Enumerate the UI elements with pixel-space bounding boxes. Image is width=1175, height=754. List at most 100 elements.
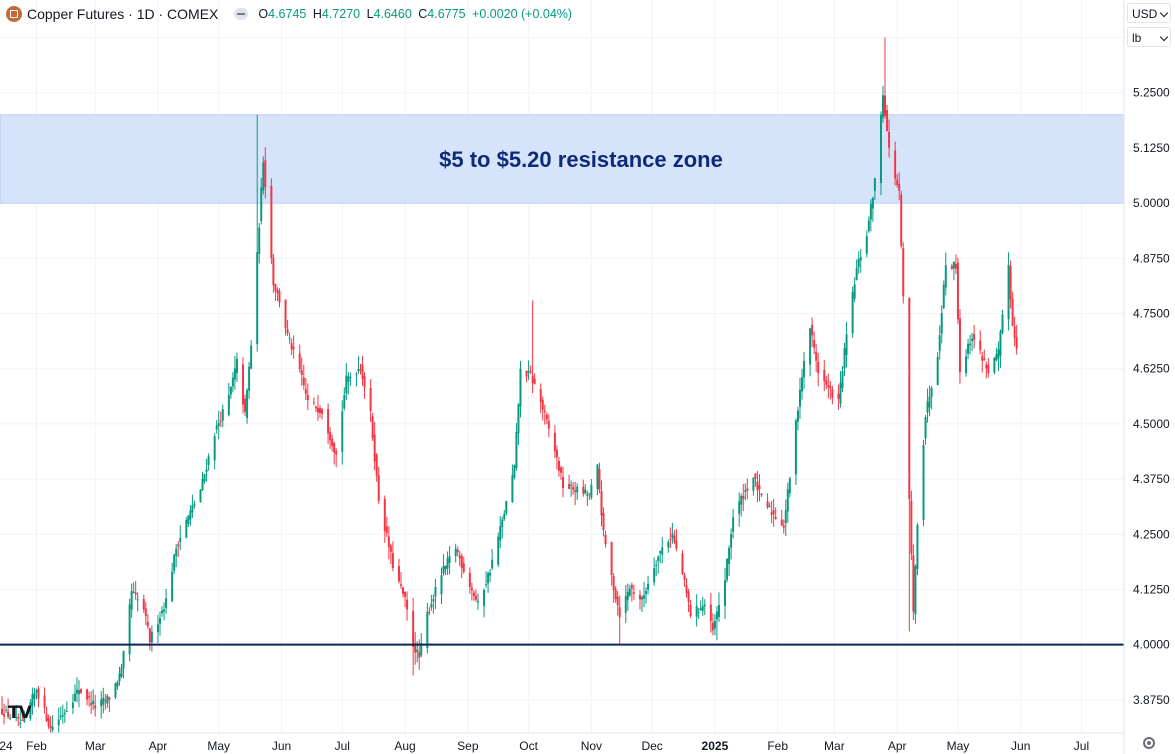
candle-body [15,716,18,719]
time-tick-label: Nov [581,739,602,753]
time-axis[interactable] [0,733,1124,754]
candle-body [288,337,291,339]
candle-body [497,536,500,565]
candle [628,584,631,597]
currency-value: USD [1132,7,1158,21]
candle [499,516,502,549]
candle-body [430,603,433,608]
candle-body [369,387,372,412]
candle [17,713,20,727]
candle-body [213,436,216,461]
candle-body [987,364,990,374]
candle-body [406,599,409,610]
candle-body [264,160,267,188]
time-tick-label: May [207,739,230,753]
candle [397,558,400,584]
grid-lines [0,0,1124,733]
candle [120,664,123,679]
candle-body [244,398,247,412]
currency-selector[interactable]: USD [1127,3,1171,23]
unit-selector[interactable]: lb [1127,27,1171,47]
candle [59,706,62,720]
candle [859,249,862,273]
candlestick-series [1,37,1018,739]
candle [15,704,18,722]
candle [116,680,119,690]
candle [987,357,990,378]
candle [185,517,188,539]
candle-body [329,432,332,441]
candle [772,499,775,527]
candle-body [632,592,635,594]
candle-body [355,374,358,376]
visibility-toggle-icon[interactable] [234,8,249,20]
time-tick-label: Feb [767,739,788,753]
candle-body [655,564,658,566]
candle-body [1007,264,1010,320]
candle [673,530,676,545]
candle [203,473,206,484]
candle [572,481,575,496]
candle [985,361,988,379]
time-tick-label: Jun [1011,739,1030,753]
candle [894,141,897,186]
candle [102,687,105,714]
tradingview-logo[interactable]: TV [8,703,32,723]
candle-body [938,335,941,351]
candle [596,463,599,496]
candle-body [695,606,698,617]
candle-body [944,265,947,288]
candle [618,595,621,645]
candle [161,606,164,617]
candle-body [869,203,872,220]
candle [51,715,54,733]
candle-body [215,425,218,430]
candle-body [979,340,982,351]
candle-body [331,438,334,446]
candle-body [416,649,419,652]
candle-body [780,519,783,526]
candle [306,383,309,411]
candle [902,242,905,304]
candle-body [539,389,542,402]
candle [456,546,459,557]
candle [357,356,360,374]
candle-body [446,558,449,569]
candle-body [993,357,996,373]
candle [857,251,860,274]
candle [867,216,870,233]
candle-body [136,599,139,601]
candle [213,433,216,470]
gear-icon[interactable] [1143,737,1155,749]
candle-body [596,464,599,489]
candle-body [898,184,901,191]
candle-body [298,353,301,370]
candle [517,403,520,445]
candle-body [414,643,417,653]
candle [86,688,89,706]
price-axis[interactable] [1124,0,1175,754]
candle [632,584,635,600]
candle-body [997,349,1000,359]
candle-body [177,544,180,547]
candle [432,594,435,614]
candle [235,352,238,383]
candle [657,555,660,574]
candle [756,471,759,503]
price-tick-label: 4.6250 [1133,362,1170,376]
candle-body [100,699,103,707]
candle [730,528,733,560]
candle [539,383,542,414]
time-tick-label: Jul [335,739,350,753]
candle-body [954,263,957,269]
candle-body [724,580,727,606]
symbol-title[interactable]: Copper Futures · 1D · COMEX [27,6,219,22]
candle-body [713,620,716,629]
candle-body [902,248,905,297]
candle [118,666,121,686]
candle-body [645,591,648,595]
candle [940,305,943,344]
candle-body [574,490,577,493]
candle [898,172,901,201]
